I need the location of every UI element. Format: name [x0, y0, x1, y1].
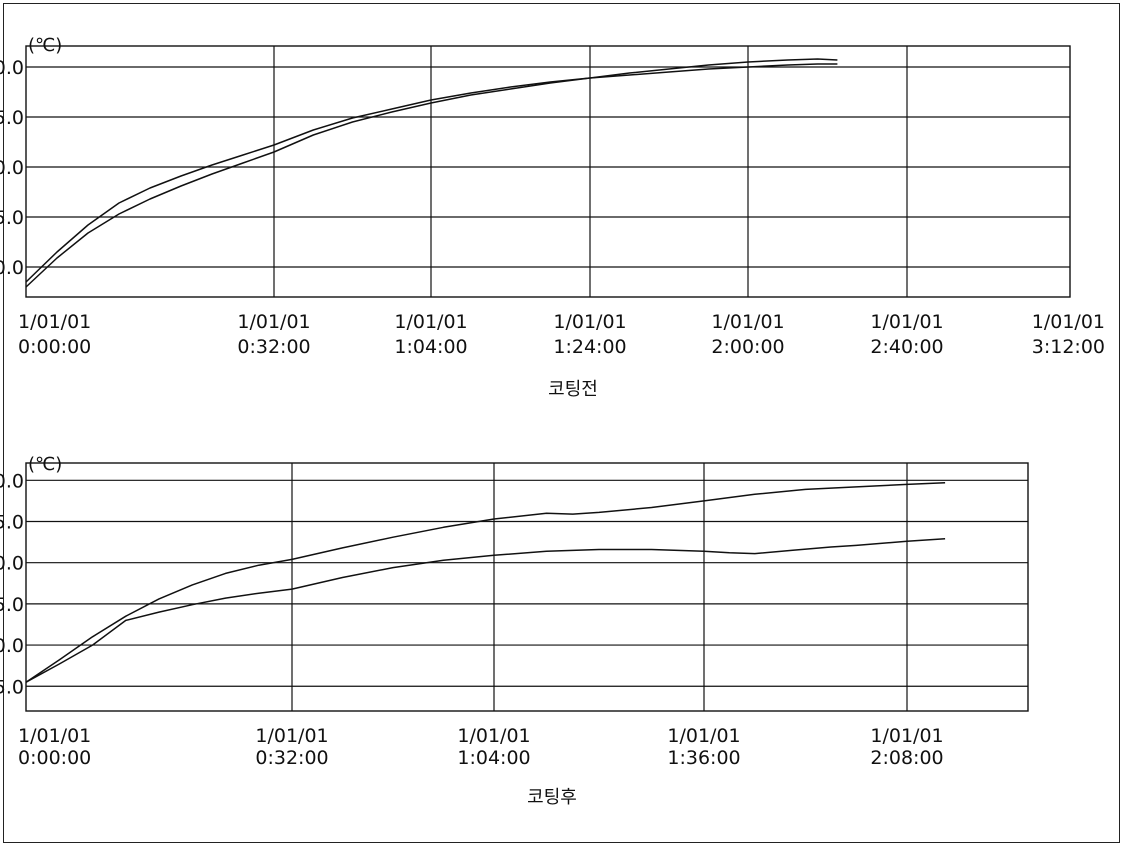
y-tick-label: 25.0 [0, 676, 24, 698]
y-axis-unit: (℃) [28, 454, 62, 475]
x-tick-label-date: 1/01/01 [870, 311, 943, 333]
y-tick-label: 35.0 [0, 594, 24, 616]
x-tick-label-date: 1/01/01 [255, 725, 328, 747]
y-axis-unit: (℃) [28, 35, 62, 56]
x-tick-label-time: 1:24:00 [553, 336, 626, 358]
x-tick-label-date: 1/01/01 [237, 311, 310, 333]
x-tick-label-time: 2:00:00 [711, 336, 784, 358]
series-line-1 [25, 63, 838, 283]
x-tick-label-date: 1/01/01 [870, 725, 943, 747]
chart-caption: 코팅전 [548, 379, 598, 400]
x-tick-label-time: 0:00:00 [18, 336, 91, 358]
y-tick-label: 50.0 [0, 57, 24, 79]
series-line-2 [25, 58, 838, 288]
y-tick-label: 40.0 [0, 157, 24, 179]
chart-2: 50.045.040.035.030.025.01/01/010:00:001/… [0, 454, 1029, 808]
y-tick-label: 50.0 [0, 470, 24, 492]
x-tick-label-time: 1:04:00 [394, 336, 467, 358]
x-tick-label-time: 2:40:00 [870, 336, 943, 358]
x-tick-label-date: 1/01/01 [1032, 311, 1105, 333]
y-tick-label: 30.0 [0, 635, 24, 657]
x-tick-label-date: 1/01/01 [711, 311, 784, 333]
figure-frame [3, 3, 1120, 843]
y-tick-label: 45.0 [0, 511, 24, 533]
x-tick-label-date: 1/01/01 [394, 311, 467, 333]
y-tick-label: 35.0 [0, 207, 24, 229]
plot-area [25, 45, 1071, 298]
series-line-1 [25, 482, 946, 683]
x-tick-label-time: 2:08:00 [870, 747, 943, 769]
plot-area [25, 462, 1029, 712]
x-tick-label-time: 3:12:00 [1032, 336, 1105, 358]
x-tick-label-date: 1/01/01 [18, 725, 91, 747]
y-tick-label: 40.0 [0, 553, 24, 575]
y-tick-label: 45.0 [0, 107, 24, 129]
chart-1: 50.0 45.0 40.0 35.0 30.0 1/01/01 0:00:00 1/01/0… [0, 35, 1105, 400]
x-tick-label-time: 1:04:00 [457, 747, 530, 769]
x-tick-label-time: 0:32:00 [255, 747, 328, 769]
x-tick-label-time: 1:36:00 [667, 747, 740, 769]
series-line-2 [25, 538, 946, 683]
y-tick-label: 30.0 [0, 257, 24, 279]
x-tick-label-date: 1/01/01 [457, 725, 530, 747]
x-tick-label-date: 1/01/01 [18, 311, 91, 333]
chart-caption: 코팅후 [527, 787, 577, 808]
x-tick-label-time: 0:32:00 [237, 336, 310, 358]
x-tick-label-time: 0:00:00 [18, 747, 91, 769]
x-tick-label-date: 1/01/01 [553, 311, 626, 333]
x-tick-label-date: 1/01/01 [667, 725, 740, 747]
